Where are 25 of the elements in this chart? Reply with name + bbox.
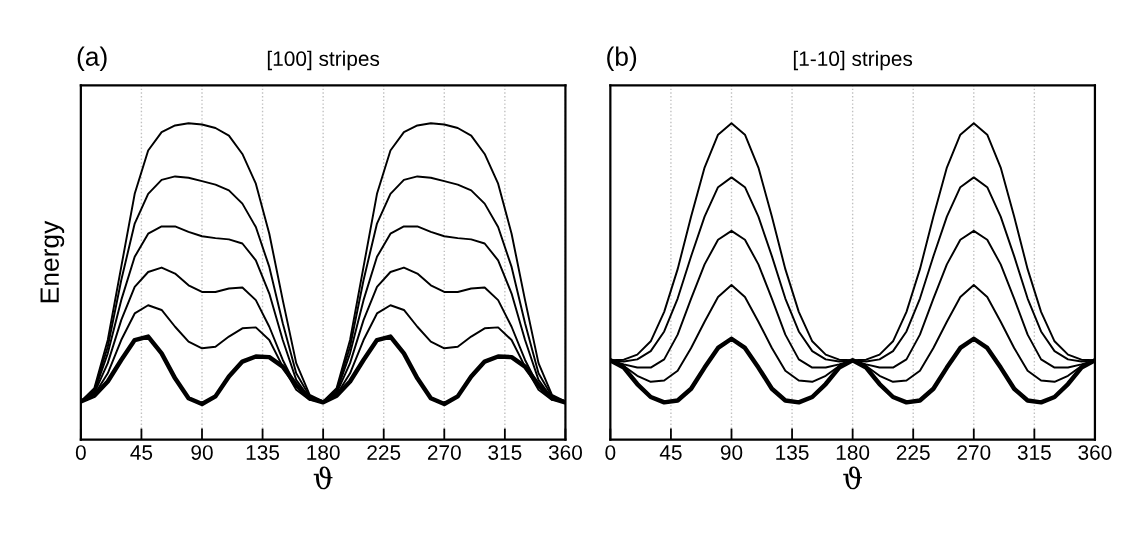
x-tick-label: 0 [605, 445, 616, 460]
x-tick-label: 315 [1017, 445, 1051, 460]
x-axis-title: ϑ [843, 466, 862, 490]
x-tick-label: 225 [896, 445, 930, 460]
x-tick-label: 180 [307, 445, 340, 460]
x-tick-label: 45 [130, 445, 153, 460]
x-tick-label: 315 [488, 445, 522, 460]
x-tick-label: 360 [1078, 445, 1112, 460]
x-tick-label: 360 [548, 445, 582, 460]
x-tick-label: 270 [427, 445, 461, 460]
x-tick-label: 180 [836, 445, 870, 460]
x-tick-label: 90 [720, 445, 743, 460]
x-tick-label: 135 [776, 445, 809, 460]
x-tick-label: 45 [659, 445, 682, 460]
x-tick-label: 225 [367, 445, 401, 460]
text: (a) [77, 46, 107, 72]
x-tick-label: 270 [957, 445, 991, 460]
x-tick-label: 0 [75, 445, 86, 460]
x-tick-label: 135 [246, 445, 280, 460]
chart-title: [1-10] stripes [793, 50, 913, 71]
chart-title: [100] stripes [267, 50, 380, 71]
x-tick-label: 90 [191, 445, 213, 460]
y-axis-title: Energy [40, 220, 65, 303]
x-axis-title: ϑ [313, 466, 333, 490]
text: (b) [607, 46, 637, 72]
